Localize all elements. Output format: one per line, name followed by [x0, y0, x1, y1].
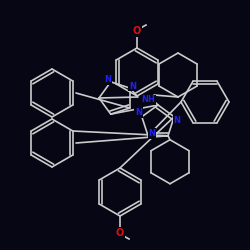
- Text: N: N: [104, 75, 111, 84]
- Text: N: N: [148, 129, 156, 138]
- Text: O: O: [116, 228, 124, 238]
- Text: N: N: [135, 108, 142, 117]
- Text: O: O: [133, 26, 141, 36]
- Text: NH: NH: [141, 96, 155, 104]
- Text: N: N: [174, 116, 181, 125]
- Text: N: N: [129, 82, 136, 90]
